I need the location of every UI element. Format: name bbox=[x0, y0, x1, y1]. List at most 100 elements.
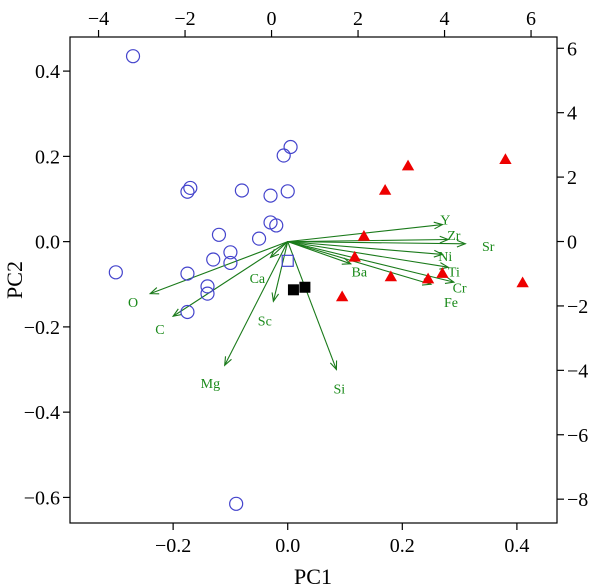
arrow-head bbox=[456, 239, 467, 248]
loading-label-ti: Ti bbox=[448, 265, 460, 280]
arrow-head bbox=[341, 257, 353, 265]
y-tick-label: −0.4 bbox=[24, 402, 60, 424]
loading-arrow-sc bbox=[272, 241, 289, 302]
data-point-circle bbox=[108, 265, 123, 280]
arrow-head bbox=[271, 292, 280, 303]
plot-frame bbox=[69, 36, 558, 524]
top-x-tick-label: 2 bbox=[353, 8, 363, 30]
data-point-circle bbox=[183, 180, 198, 196]
loading-arrow-c bbox=[172, 241, 289, 317]
data-point-circle bbox=[283, 139, 298, 155]
arrow-head bbox=[329, 360, 338, 371]
data-point-triangle bbox=[421, 272, 435, 284]
data-point-triangle bbox=[436, 267, 449, 278]
data-point-circle bbox=[180, 304, 195, 320]
loading-label-cr: Cr bbox=[453, 282, 467, 297]
x-tick-label: 0.0 bbox=[275, 535, 300, 557]
data-point-circle bbox=[269, 218, 284, 233]
arrow-head bbox=[433, 221, 444, 230]
y-tick-label: 0.4 bbox=[35, 61, 60, 83]
loading-arrow-sr bbox=[287, 241, 466, 245]
data-point-square bbox=[299, 281, 311, 293]
loading-label-c: C bbox=[155, 323, 164, 338]
loading-arrow-ni bbox=[287, 241, 443, 255]
arrow-head bbox=[439, 235, 450, 244]
data-point-circle bbox=[229, 496, 244, 511]
data-point-triangle bbox=[378, 183, 392, 195]
loading-label-ca: Ca bbox=[250, 272, 266, 287]
right-y-tick-label: −2 bbox=[567, 296, 588, 318]
arrow-head bbox=[224, 356, 232, 367]
y-tick-label: −0.2 bbox=[24, 317, 60, 339]
loading-label-fe: Fe bbox=[444, 296, 458, 311]
right-y-tick-label: 4 bbox=[567, 103, 577, 125]
arrow-head bbox=[269, 249, 280, 259]
right-y-tick-label: 0 bbox=[567, 232, 577, 254]
data-point-triangle bbox=[401, 159, 415, 171]
data-point-circle bbox=[206, 252, 221, 267]
loading-arrow-si bbox=[287, 241, 337, 370]
top-x-tick-label: −2 bbox=[174, 8, 195, 30]
arrow-head bbox=[444, 276, 456, 284]
data-point-circle bbox=[263, 188, 278, 203]
arrow-head bbox=[148, 287, 160, 295]
loading-arrow-mg bbox=[224, 241, 289, 366]
data-point-triangle bbox=[348, 250, 361, 262]
data-point-triangle bbox=[516, 276, 529, 288]
data-point-circle bbox=[200, 279, 215, 294]
data-point-circle bbox=[211, 227, 227, 242]
loading-label-mg: Mg bbox=[201, 377, 220, 392]
right-y-tick-label: −4 bbox=[567, 360, 588, 382]
data-point-square bbox=[287, 284, 299, 296]
data-point-circle bbox=[251, 231, 267, 246]
loading-arrow-ti bbox=[287, 241, 449, 268]
arrow-head bbox=[433, 249, 444, 258]
right-y-tick-label: −8 bbox=[567, 489, 588, 511]
loading-label-o: O bbox=[128, 296, 138, 311]
data-point-triangle bbox=[499, 153, 512, 165]
x-tick-label: −0.2 bbox=[155, 535, 191, 557]
loading-label-si: Si bbox=[333, 383, 345, 398]
right-y-tick-label: −6 bbox=[567, 425, 588, 447]
data-point-circle bbox=[276, 148, 291, 163]
data-point-circle bbox=[180, 266, 195, 281]
y-tick-label: 0.0 bbox=[35, 232, 60, 254]
data-points bbox=[108, 49, 529, 511]
x-tick-label: 0.4 bbox=[504, 535, 529, 557]
data-point-triangle bbox=[357, 230, 371, 241]
arrow-head bbox=[171, 308, 183, 318]
data-point-triangle bbox=[335, 290, 349, 302]
right-y-tick-label: 6 bbox=[567, 38, 577, 60]
data-point-triangle bbox=[384, 270, 398, 282]
top-x-tick-label: 6 bbox=[526, 8, 536, 30]
loading-arrow-cr bbox=[287, 241, 455, 283]
x-axis-title: PC1 bbox=[294, 564, 332, 588]
top-x-tick-label: −4 bbox=[88, 8, 109, 30]
y-axis-title: PC2 bbox=[2, 261, 27, 299]
data-point-circle bbox=[223, 255, 238, 271]
top-x-tick-label: 0 bbox=[267, 8, 277, 30]
data-point-circle bbox=[125, 49, 141, 64]
y-tick-label: 0.2 bbox=[35, 146, 60, 168]
y-tick-label: −0.6 bbox=[24, 487, 60, 509]
data-point-circle bbox=[180, 184, 195, 199]
loading-label-sc: Sc bbox=[258, 315, 272, 330]
data-point-circle bbox=[234, 183, 249, 198]
data-point-open-square bbox=[281, 254, 294, 267]
axis-ticks: −0.2 0.0 0.2 0.4 −0.6 −0.4 −0.2 0.0 0.2 0.4 −4 −2 0 2… bbox=[24, 8, 589, 557]
right-y-tick-label: 2 bbox=[567, 167, 577, 189]
data-point-circle bbox=[223, 245, 238, 260]
loading-label-y: Y bbox=[440, 213, 450, 228]
data-point-circle bbox=[200, 286, 215, 301]
loading-arrow-ca bbox=[270, 241, 289, 258]
x-tick-label: 0.2 bbox=[390, 535, 415, 557]
data-point-circle bbox=[280, 184, 295, 199]
loading-label-ni: Ni bbox=[438, 250, 452, 265]
top-x-tick-label: 4 bbox=[440, 8, 450, 30]
loading-arrow-ba bbox=[287, 241, 351, 265]
loading-arrow-fe bbox=[287, 241, 432, 285]
loading-arrow-o bbox=[150, 241, 288, 295]
loading-label-ba: Ba bbox=[352, 265, 368, 280]
